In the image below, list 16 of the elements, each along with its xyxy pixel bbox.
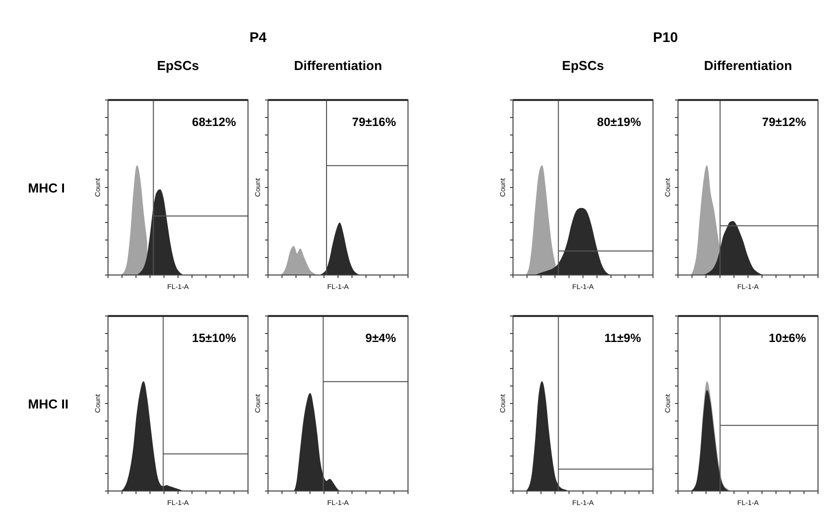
text: 9±4%	[365, 331, 396, 345]
chart-title: EpSCs	[157, 58, 199, 73]
chart-title: EpSCs	[562, 58, 604, 73]
chart-subtitle: P4	[249, 29, 267, 45]
chart-title: Differentiation	[294, 58, 382, 73]
text: 68±12%	[192, 115, 236, 129]
chart-subtitle: P10	[653, 29, 678, 45]
text: 15±10%	[192, 331, 236, 345]
text: 79±16%	[352, 115, 396, 129]
text: 10±6%	[768, 331, 806, 345]
text: 11±9%	[604, 331, 642, 345]
chart-title: Differentiation	[704, 58, 792, 73]
text: 80±19%	[597, 115, 642, 129]
text: MHC I	[28, 180, 65, 196]
text: MHC II	[28, 396, 68, 412]
text: 79±12%	[762, 115, 806, 129]
